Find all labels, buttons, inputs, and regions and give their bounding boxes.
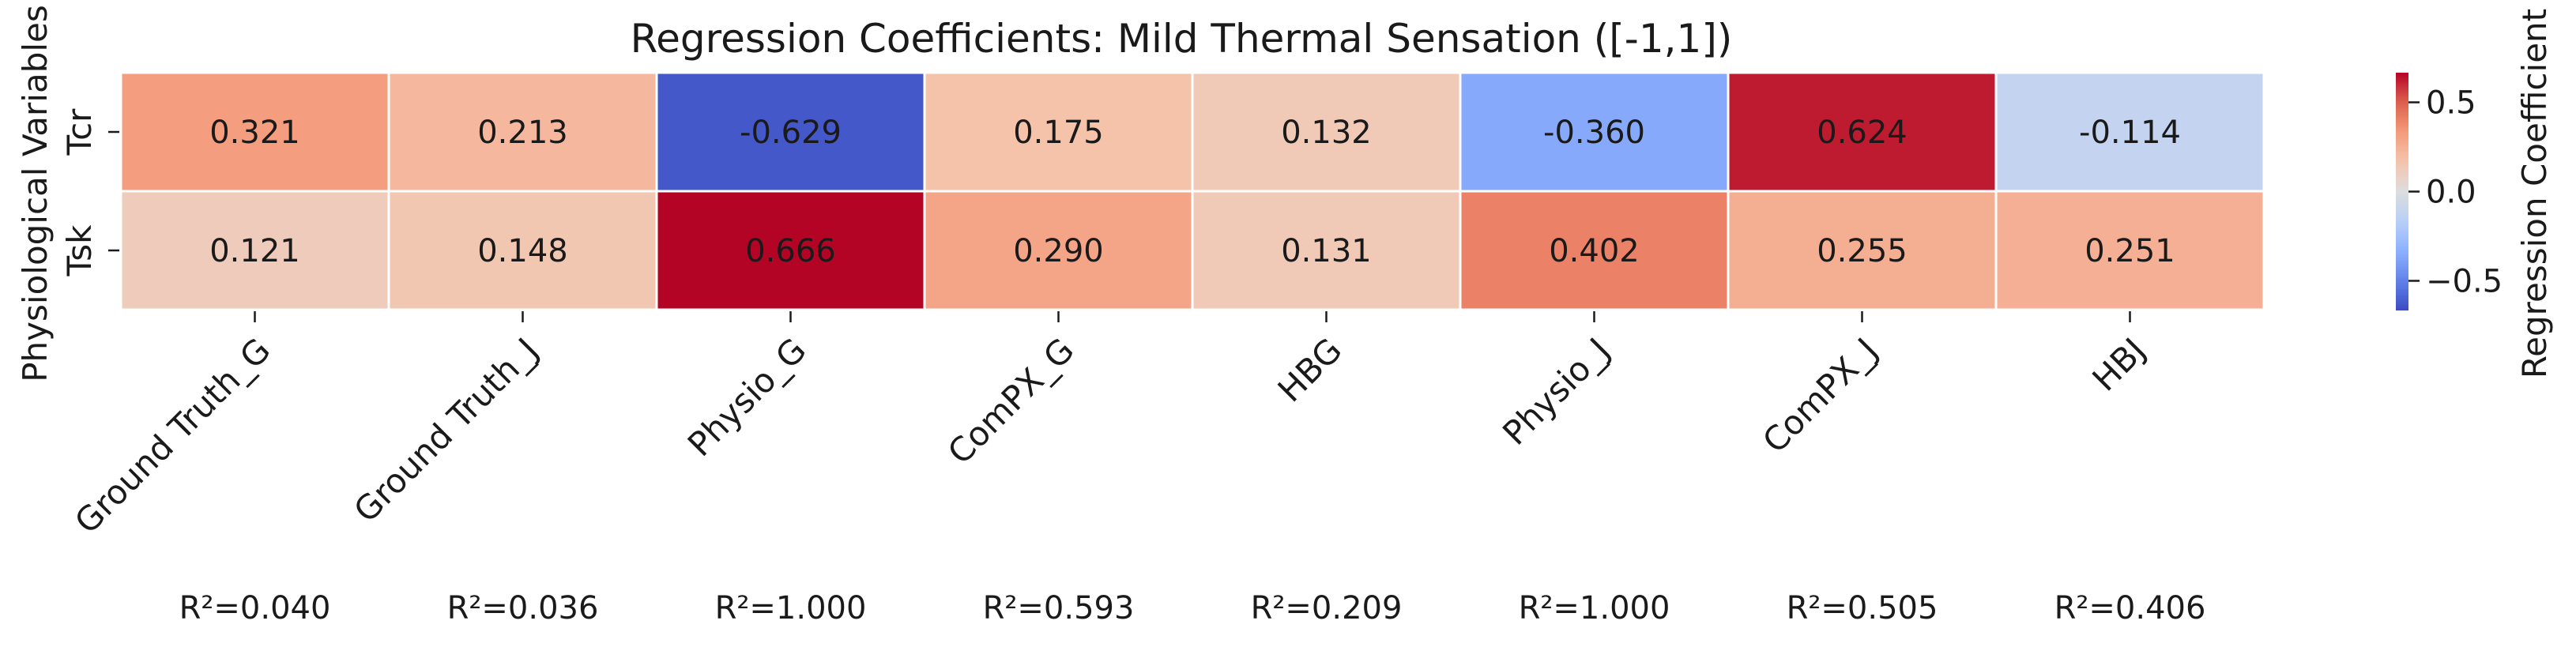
- r-squared-label: R²=0.209: [1251, 590, 1403, 626]
- x-tick-label: HBG: [1271, 330, 1350, 409]
- colorbar-tick-label: −0.5: [2426, 263, 2503, 299]
- heatmap-cell-tcr-2: [655, 71, 926, 193]
- colorbar-gradient: [2396, 73, 2408, 310]
- heatmap-cell-tcr-0: [119, 71, 390, 193]
- x-tick-labels: Ground Truth_G Ground Truth_J Physio_G ComP…: [67, 311, 2153, 541]
- cell-value-label: 0.290: [1013, 233, 1104, 269]
- heatmap-cell-tsk-7: [1994, 190, 2265, 311]
- y-axis-label: Physiological Variables: [16, 5, 55, 382]
- x-tick-label: ComPX_J: [1755, 330, 1885, 460]
- cell-value-label: 0.121: [209, 233, 300, 269]
- colorbar-tick-label: 0.0: [2426, 175, 2476, 211]
- r-squared-label: R²=1.000: [715, 590, 867, 626]
- heatmap-cell-tsk-3: [923, 190, 1194, 311]
- colorbar: 0.5 0.0 −0.5: [2396, 73, 2503, 310]
- x-tick-label: Ground Truth_G: [67, 330, 277, 540]
- r-squared-label: R²=0.593: [983, 590, 1135, 626]
- cell-value-label: 0.624: [1817, 115, 1908, 151]
- heatmap-cell-tcr-1: [387, 71, 658, 193]
- colorbar-tick-label: 0.5: [2426, 85, 2476, 122]
- x-tick-label: Ground Truth_J: [346, 330, 545, 529]
- y-tick-label: Tsk: [60, 224, 99, 277]
- heatmap-cell-tcr-3: [923, 71, 1194, 193]
- r-squared-label: R²=0.036: [447, 590, 599, 626]
- heatmap-cell-tsk-4: [1191, 190, 1462, 311]
- heatmap-cell-tsk-1: [387, 190, 658, 311]
- x-tick-label: Physio_G: [680, 330, 814, 464]
- heatmap-cell-tcr-7: [1994, 71, 2265, 193]
- cell-value-label: 0.402: [1549, 233, 1640, 269]
- cell-value-label: 0.255: [1817, 233, 1908, 269]
- y-tick-labels: Tcr Tsk: [60, 108, 119, 277]
- colorbar-label: Regression Coefficient: [2515, 9, 2554, 378]
- r-squared-label: R²=1.000: [1519, 590, 1670, 626]
- x-tick-label: ComPX_G: [940, 330, 1082, 472]
- cell-value-label: 0.251: [2085, 233, 2175, 269]
- r-squared-label: R²=0.505: [1787, 590, 1938, 626]
- r2-labels: R²=0.040 R²=0.036 R²=1.000 R²=0.593 R²=0.209…: [179, 590, 2206, 626]
- x-tick-label: Physio_J: [1495, 330, 1617, 452]
- heatmap-cell-tcr-5: [1459, 71, 1730, 193]
- chart-title: Regression Coefficients: Mild Thermal Se…: [631, 16, 1733, 62]
- r-squared-label: R²=0.406: [2054, 590, 2206, 626]
- y-tick-label: Tcr: [60, 108, 99, 156]
- r-squared-label: R²=0.040: [179, 590, 331, 626]
- cell-value-label: -0.629: [740, 115, 842, 151]
- cell-value-label: 0.148: [477, 233, 568, 269]
- cell-value-label: -0.114: [2079, 115, 2181, 151]
- cell-value-label: -0.360: [1543, 115, 1645, 151]
- cell-value-label: 0.131: [1281, 233, 1372, 269]
- cell-value-label: 0.132: [1281, 115, 1372, 151]
- heatmap-cell-tsk-5: [1459, 190, 1730, 311]
- cell-value-label: 0.666: [745, 233, 836, 269]
- cell-value-label: 0.321: [209, 115, 300, 151]
- heatmap-cells: 0.321 0.213 -0.629 0.175 0.132 -0.360 0.624 -0.…: [119, 71, 2265, 311]
- cell-value-label: 0.175: [1013, 115, 1104, 151]
- cell-value-label: 0.213: [477, 115, 568, 151]
- heatmap-cell-tsk-0: [119, 190, 390, 311]
- x-tick-label: HBJ: [2085, 330, 2152, 398]
